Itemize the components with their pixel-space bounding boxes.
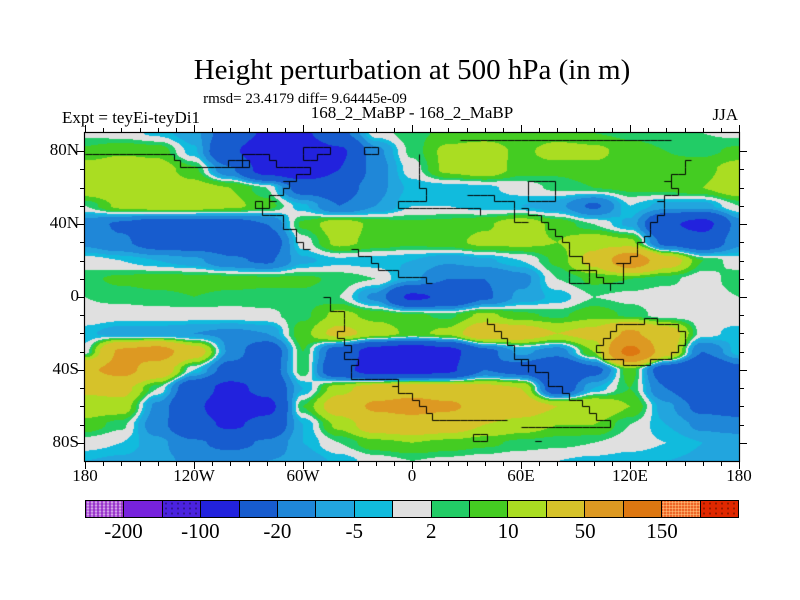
colorbar-segment [545,501,585,517]
colorbar-segment [315,501,354,517]
season-label: JJA [712,105,738,124]
colorbar-segment [469,501,508,517]
lat-label: 80N [49,140,79,160]
colorbar-label: -5 [345,519,364,543]
colorbar-segment [123,501,162,517]
colorbar-segment [86,501,124,517]
colorbar-segment [238,501,278,517]
colorbar-segment [507,501,546,517]
lon-label: 0 [407,466,417,485]
lat-label: 80S [52,431,79,451]
lon-label: 60E [507,466,535,485]
colorbar-segment [277,501,316,517]
lat-label: 0 [70,286,80,305]
colorbar [85,500,739,518]
colorbar-segment [584,501,623,517]
stats-line: rmsd= 23.4179 diff= 9.64445e-09 [203,91,407,107]
colorbar-segment [430,501,470,517]
colorbar-segment [353,501,393,517]
colorbar-segment [392,501,431,517]
lon-label: 120W [173,466,215,485]
colorbar-label: -200 [104,519,143,543]
colorbar-label: 2 [425,519,437,543]
colorbar-label: -20 [263,519,292,543]
colorbar-label: 150 [646,519,678,543]
lon-label: 180 [72,466,98,485]
colorbar-segment [161,501,201,517]
experiment-label: Expt = teyEi-teyDi1 [62,108,201,127]
colorbar-segment [699,501,738,517]
colorbar-label: 50 [574,519,596,543]
colorbar-segment [661,501,700,517]
lat-label: 40S [52,358,79,378]
lat-label: 40N [49,213,79,233]
lon-label: 120E [612,466,648,485]
lon-label: 60W [286,466,320,485]
colorbar-label: 10 [497,519,519,543]
lon-label: 180 [726,466,752,485]
contour-map-canvas [85,133,739,461]
colorbar-segment [200,501,239,517]
colorbar-segment [622,501,662,517]
plot-title: Height perturbation at 500 hPa (in m) [193,54,631,86]
experiment-pair-label: 168_2_MaBP - 168_2_MaBP [310,103,514,122]
colorbar-label: -100 [181,519,220,543]
